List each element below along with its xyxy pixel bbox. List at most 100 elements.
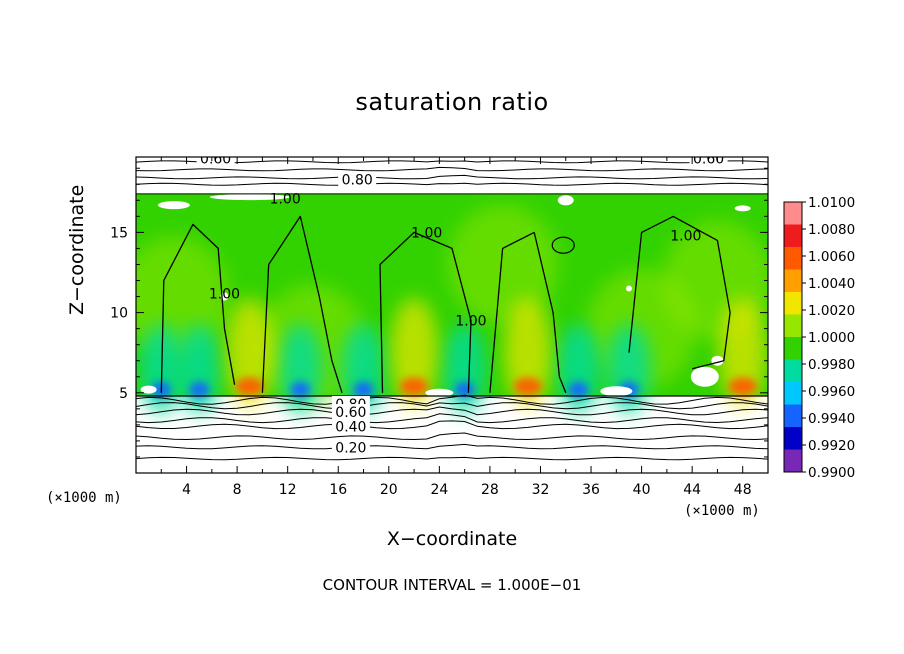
x-tick-label-8: 36 (582, 482, 600, 498)
colorbar-swatch-0 (784, 202, 802, 225)
warm-plume-1 (390, 297, 439, 408)
clear-patch-3 (140, 385, 157, 394)
contour-label-11: 0.20 (335, 440, 366, 456)
clear-patch-5 (209, 194, 290, 201)
contour-loop-4 (628, 215, 731, 370)
colorbar-swatch-8 (784, 382, 802, 405)
clear-patch-9 (625, 285, 632, 292)
warm-core-0 (235, 377, 264, 396)
field-patch-2 (447, 204, 558, 325)
contour-label-bg-0 (196, 157, 235, 166)
plot-frame (135, 156, 769, 474)
contour-label-3: 1.00 (270, 192, 301, 208)
y-tick-label-2: 15 (110, 225, 128, 241)
colorbar-swatch-4 (784, 292, 802, 315)
x-tick-label-9: 40 (633, 482, 651, 498)
warm-core-3 (728, 377, 757, 396)
colorbar-label-0: 1.0100 (808, 195, 855, 211)
contour-label-bg-11 (331, 439, 370, 455)
clear-patch-8 (734, 205, 751, 212)
cool-core-3 (353, 381, 374, 398)
x-tick-label-11: 48 (734, 482, 752, 498)
contour-loop-1 (261, 215, 343, 393)
contour-label-9: 0.60 (335, 405, 366, 421)
warm-plume-2 (503, 297, 552, 408)
contour-lower-7 (136, 394, 768, 405)
contour-lower-6 (136, 402, 768, 410)
clear-patch-4 (157, 201, 190, 210)
chart-title: saturation ratio (355, 88, 549, 116)
contour-lower-5 (136, 406, 768, 416)
cool-core-4 (454, 381, 475, 398)
contour-label-6: 1.00 (209, 286, 240, 302)
contour-label-bg-1 (689, 157, 728, 166)
cool-plume-4 (442, 323, 487, 414)
contour-label-0: 0.60 (200, 152, 231, 168)
warm-core-2 (513, 377, 542, 396)
colorbar-swatch-7 (784, 359, 802, 382)
colorbar: 1.0100 1.0080 1.0060 1.0040 1.0020 1.0000 0.99… (783, 195, 855, 481)
warm-core-1 (400, 377, 429, 396)
colorbar-label-3: 1.0040 (808, 276, 855, 292)
x-tick-label-2: 12 (279, 482, 297, 498)
cool-plume-3 (341, 323, 386, 414)
x-axis-label: X−coordinate (386, 528, 518, 550)
colorbar-label-1: 1.0080 (808, 222, 855, 238)
clear-patch-2 (690, 366, 719, 387)
clear-patch-6 (557, 195, 574, 206)
x-tick-label-4: 20 (380, 482, 398, 498)
contour-loop-3 (489, 231, 567, 394)
x-tick-label-0: 4 (182, 482, 191, 498)
contour-upper-1 (136, 174, 768, 180)
clear-patch-1 (600, 386, 633, 397)
x-tick-label-1: 8 (233, 482, 242, 498)
contour-upper-2 (136, 166, 768, 172)
contour-lower-3 (136, 420, 768, 430)
x-tick-label-6: 28 (481, 482, 499, 498)
colorbar-label-4: 1.0020 (808, 303, 855, 319)
contour-lower-1 (136, 443, 768, 450)
colorbar-swatch-2 (784, 247, 802, 270)
cool-core-5 (568, 381, 589, 398)
x-tick-label-5: 24 (430, 482, 448, 498)
colorbar-label-9: 0.9920 (808, 438, 855, 454)
x-tick-label-10: 44 (683, 482, 701, 498)
contour-lower-0 (136, 456, 768, 461)
contour-label-1: 0.60 (693, 152, 724, 168)
colorbar-swatch-6 (784, 337, 802, 360)
colorbar-swatch-10 (784, 427, 802, 450)
contour-label-4: 1.00 (411, 225, 442, 241)
contour-label-bg-10 (331, 418, 370, 434)
contour-lower-2 (136, 432, 768, 441)
x-unit-right: (×1000 m) (684, 503, 760, 519)
colorbar-label-5: 1.0000 (808, 330, 855, 346)
colorbar-label-2: 1.0060 (808, 249, 855, 265)
x-tick-label-3: 16 (329, 482, 347, 498)
contour-loop-0 (160, 223, 236, 393)
cool-plume-2 (278, 323, 323, 414)
plot-area: 0.600.600.801.001.001.001.001.000.800.60… (136, 152, 768, 461)
colorbar-label-8: 0.9940 (808, 411, 855, 427)
colorbar-label-6: 0.9980 (808, 357, 855, 373)
y-tick-label-1: 10 (110, 306, 128, 322)
colorbar-label-10: 0.9900 (808, 465, 855, 481)
contour-label-5: 1.00 (670, 229, 701, 245)
contour-label-2: 0.80 (342, 172, 373, 188)
contour-small-loop (551, 236, 575, 254)
colorbar-swatch-1 (784, 224, 802, 247)
cool-core-1 (189, 381, 210, 398)
colorbar-swatch-3 (784, 269, 802, 292)
contour-label-7: 1.00 (455, 314, 486, 330)
warm-plume-0 (225, 297, 274, 408)
contour-loop-2 (379, 231, 472, 393)
contour-upper-3 (136, 160, 768, 164)
colorbar-swatch-5 (784, 314, 802, 337)
contour-label-bg-2 (338, 171, 377, 187)
contour-label-bg-9 (331, 404, 370, 420)
clear-patch-0 (425, 388, 454, 397)
contour-upper-0 (136, 182, 768, 186)
y-tick-label-0: 5 (119, 386, 128, 402)
x-tick-label-7: 32 (532, 482, 550, 498)
contour-interval-note: CONTOUR INTERVAL = 1.000E−01 (322, 576, 582, 594)
